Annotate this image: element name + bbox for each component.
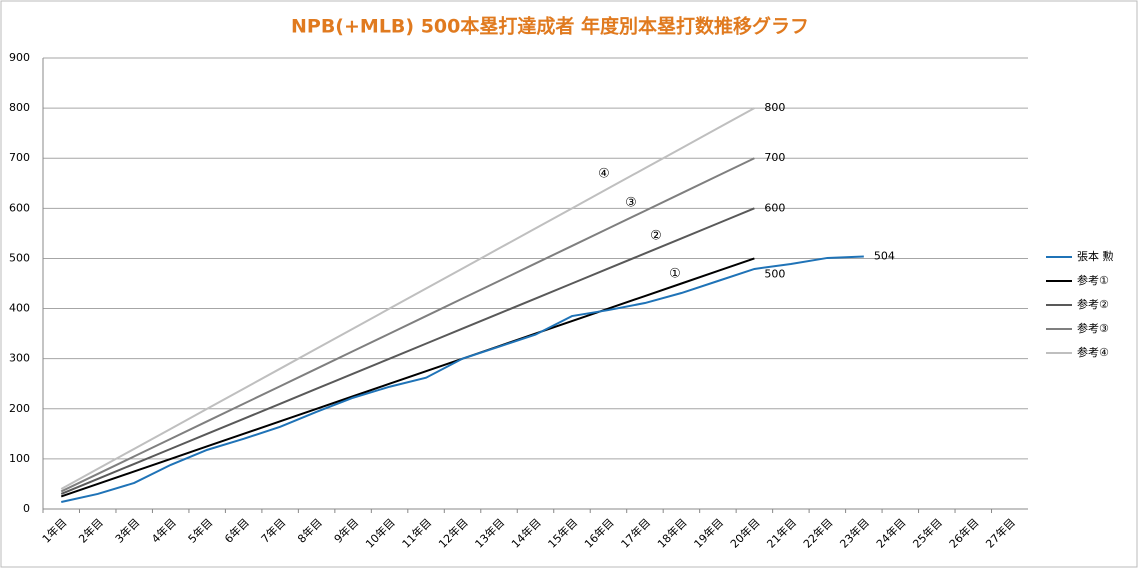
series-line (60, 157, 755, 493)
legend-label: 張本 勲 (1077, 249, 1114, 263)
y-tick-label: 500 (9, 251, 30, 264)
data-label: 504 (874, 249, 895, 262)
y-tick-label: 100 (9, 452, 30, 465)
legend-label: 参考③ (1077, 321, 1109, 335)
y-tick-label: 800 (9, 101, 30, 114)
y-tick-label: 900 (9, 51, 30, 64)
y-tick-label: 300 (9, 352, 30, 365)
data-label: 500 (764, 267, 785, 280)
annotation: ④ (598, 167, 610, 182)
y-tick-label: 400 (9, 302, 30, 315)
y-tick-label: 700 (9, 151, 30, 164)
annotation: ① (669, 267, 681, 282)
data-label: 600 (764, 201, 785, 214)
chart-title: NPB(+MLB) 500本塁打達成者 年度別本塁打数推移グラフ (291, 15, 809, 38)
y-tick-label: 200 (9, 402, 30, 415)
series-line (60, 207, 755, 495)
series-line (61, 255, 864, 503)
legend-label: 参考① (1077, 273, 1109, 287)
legend-label: 参考④ (1077, 345, 1109, 359)
annotation: ② (650, 229, 662, 244)
series-line (60, 107, 755, 490)
legend-label: 参考② (1077, 297, 1109, 311)
data-label: 700 (764, 151, 785, 164)
y-tick-label: 0 (23, 502, 30, 515)
data-label: 800 (764, 101, 785, 114)
y-tick-label: 600 (9, 201, 30, 214)
series-line (60, 257, 755, 498)
annotation: ③ (625, 196, 637, 211)
